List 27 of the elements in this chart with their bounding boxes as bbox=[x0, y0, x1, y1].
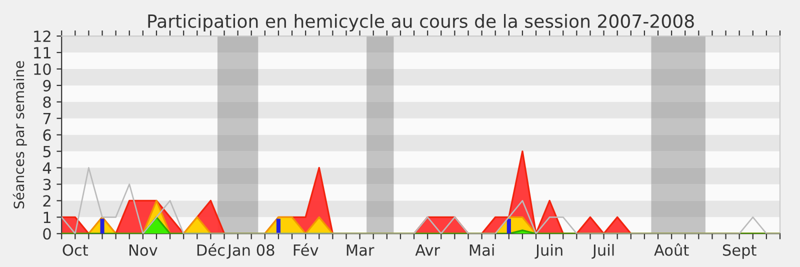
y-tick-label: 8 bbox=[43, 96, 51, 108]
y-tick-label: 4 bbox=[42, 162, 52, 174]
x-tick-label: Juil bbox=[592, 244, 614, 259]
x-tick-label: Jan 08 bbox=[226, 244, 274, 259]
x-tick-label: Juin bbox=[534, 244, 562, 259]
x-tick-label: Sept bbox=[722, 244, 756, 259]
y-tick-label: 6 bbox=[43, 129, 51, 141]
y-tick-label: 5 bbox=[43, 146, 51, 158]
y-tick-label: 2 bbox=[43, 195, 50, 206]
x-tick-label: Fév bbox=[294, 243, 318, 256]
y-tick-label: 11 bbox=[34, 47, 50, 58]
x-tick-label: Nov bbox=[130, 244, 158, 256]
y-tick-label: 10 bbox=[34, 63, 51, 75]
y-tick-label: 1 bbox=[44, 212, 50, 223]
y-tick-label: 7 bbox=[43, 113, 51, 124]
y-tick-label: 9 bbox=[43, 80, 51, 92]
chart-title: Participation en hemicycle au cours de la session 2007-2008 bbox=[148, 14, 694, 32]
y-tick-label: 3 bbox=[43, 178, 51, 190]
y-tick-label: 0 bbox=[43, 228, 51, 240]
x-tick-label: Oct bbox=[62, 244, 88, 256]
x-tick-label: Mai bbox=[470, 244, 494, 256]
x-tick-label: Mar bbox=[346, 244, 374, 256]
y-axis-title: Séances par semaine bbox=[12, 61, 27, 208]
y-tick-label: 12 bbox=[34, 30, 50, 42]
x-tick-label: Août bbox=[654, 243, 689, 256]
x-tick-label: Déc bbox=[197, 243, 225, 256]
x-tick-label: Avr bbox=[415, 244, 440, 256]
